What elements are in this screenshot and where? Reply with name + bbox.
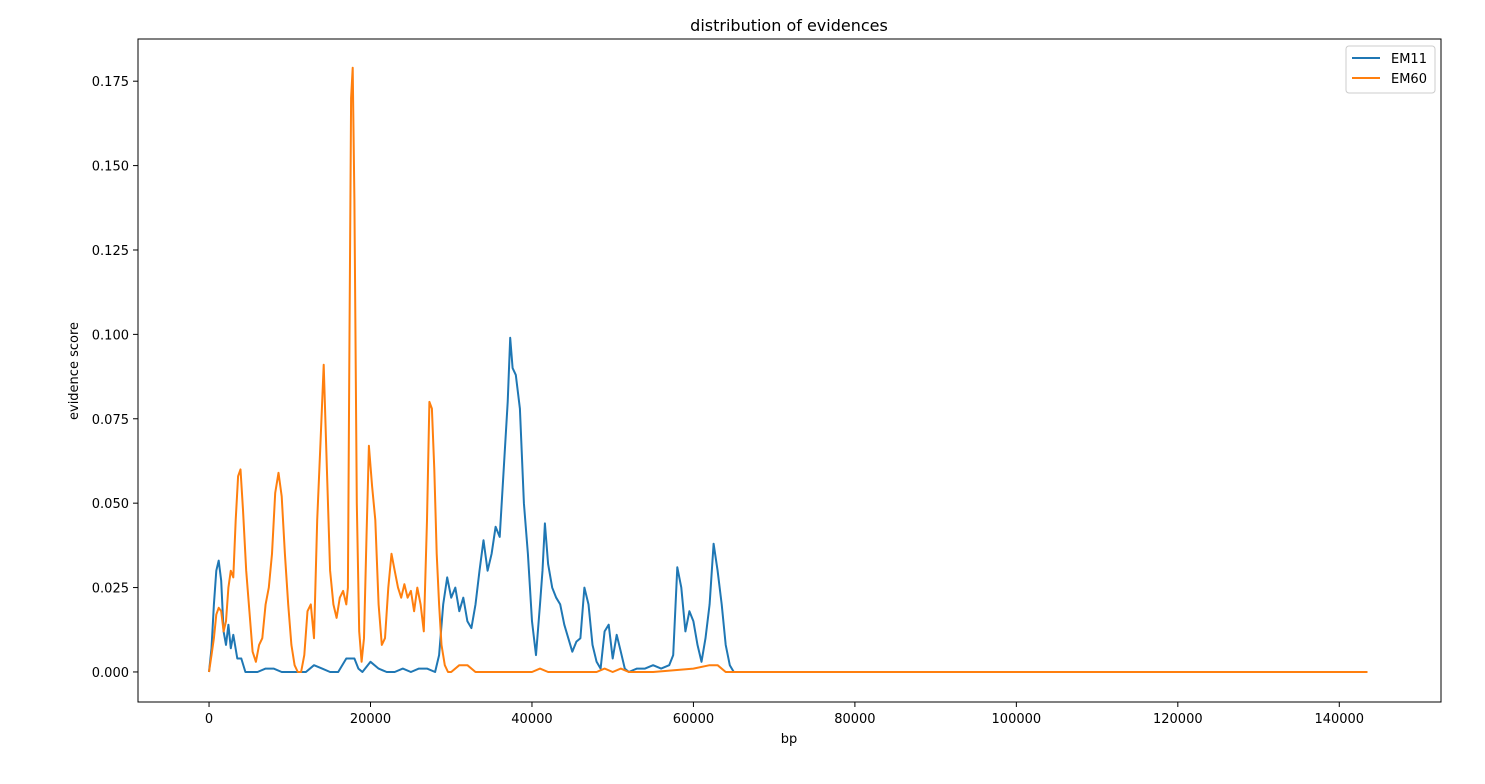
x-tick-label: 40000 (511, 712, 552, 727)
x-tick-label: 80000 (834, 712, 875, 727)
x-tick-label: 140000 (1314, 712, 1364, 727)
legend-label-em11: EM11 (1391, 52, 1427, 67)
x-axis: 0 20000 40000 60000 80000 100000 120000 140000 (205, 702, 1364, 727)
y-tick-label: 0.025 (92, 582, 129, 597)
y-axis: 0.000 0.025 0.050 0.075 0.100 0.125 0.150 0.175 (92, 75, 138, 681)
chart-title: distribution of evidences (690, 16, 888, 35)
y-tick-label: 0.100 (92, 328, 129, 343)
series-line-em11 (208, 336, 1368, 673)
y-tick-label: 0.000 (92, 666, 129, 681)
x-axis-label: bp (781, 732, 798, 747)
series-line-em60 (208, 66, 1368, 673)
series-layer (208, 66, 1368, 673)
plot-frame (137, 38, 1442, 703)
x-tick-label: 0 (205, 712, 213, 727)
x-tick-label: 20000 (350, 712, 391, 727)
y-tick-label: 0.150 (92, 160, 129, 175)
legend-label-em60: EM60 (1391, 72, 1427, 87)
x-tick-label: 120000 (1153, 712, 1203, 727)
y-tick-label: 0.125 (92, 244, 129, 259)
legend: EM11 EM60 (1345, 45, 1436, 94)
y-tick-label: 0.075 (92, 413, 129, 428)
y-tick-label: 0.050 (92, 497, 129, 512)
y-axis-label: evidence score (67, 322, 82, 420)
y-tick-label: 0.175 (92, 75, 129, 90)
x-tick-label: 100000 (992, 712, 1042, 727)
x-tick-label: 60000 (673, 712, 714, 727)
